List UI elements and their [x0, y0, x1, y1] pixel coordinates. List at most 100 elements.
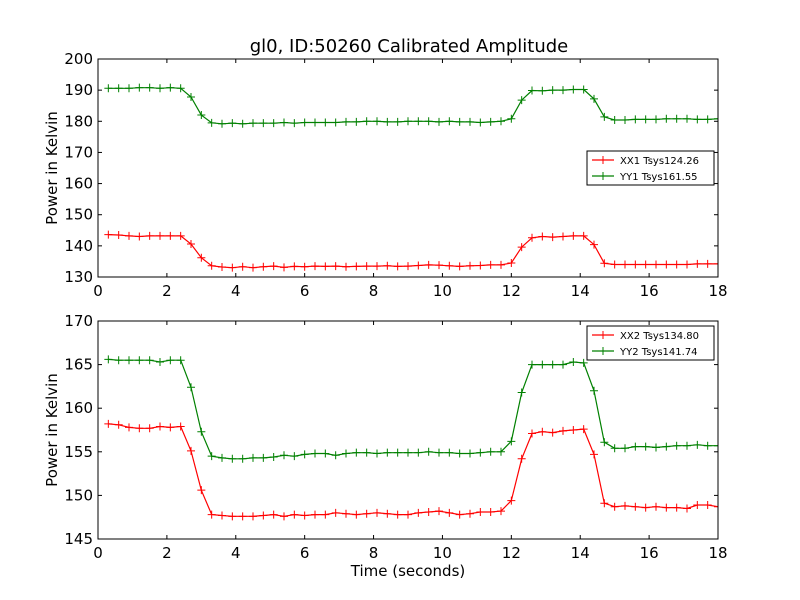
- data-point-marker: [228, 454, 237, 463]
- data-point-marker: [331, 118, 340, 127]
- data-point-marker: [652, 502, 660, 511]
- data-point-marker: [145, 424, 154, 433]
- data-point-marker: [125, 423, 133, 432]
- data-point-marker: [342, 449, 350, 458]
- data-point-marker: [290, 452, 299, 461]
- data-point-marker: [528, 233, 536, 242]
- data-point-marker: [362, 117, 371, 126]
- data-point-marker: [300, 511, 309, 520]
- data-point-marker: [135, 83, 144, 92]
- data-point-marker: [156, 422, 164, 431]
- data-point-marker: [497, 117, 505, 126]
- data-point-marker: [652, 260, 660, 269]
- legend-entry-label: XX2 Tsys134.80: [620, 331, 699, 342]
- data-point-marker: [538, 427, 547, 436]
- series-line-xx2: [108, 423, 718, 517]
- data-point-marker: [238, 454, 247, 463]
- y-tick-label: 160: [64, 175, 93, 193]
- y-tick-label: 150: [64, 486, 93, 504]
- y-tick-label: 170: [64, 143, 93, 161]
- data-point-marker: [176, 356, 185, 365]
- data-point-marker: [672, 114, 681, 123]
- data-point-marker: [424, 507, 433, 516]
- data-point-marker: [352, 510, 361, 519]
- x-tick-label: 12: [502, 544, 521, 562]
- data-point-marker: [414, 117, 423, 126]
- y-tick-label: 145: [64, 530, 93, 548]
- data-point-marker: [507, 496, 516, 505]
- data-point-marker: [166, 356, 175, 365]
- data-point-marker: [424, 117, 433, 126]
- data-point-marker: [300, 118, 309, 127]
- data-point-marker: [610, 444, 619, 453]
- data-point-marker: [259, 119, 268, 128]
- data-point-marker: [445, 117, 454, 126]
- data-point-marker: [610, 260, 619, 269]
- data-point-marker: [404, 262, 412, 271]
- legend-marker: [599, 156, 607, 164]
- plot-area: [104, 83, 718, 272]
- data-point-marker: [280, 263, 288, 272]
- data-point-marker: [300, 262, 309, 271]
- data-point-marker: [683, 260, 691, 269]
- data-point-marker: [125, 231, 133, 240]
- data-point-marker: [714, 441, 718, 450]
- data-point-marker: [197, 253, 206, 262]
- data-point-marker: [362, 448, 371, 457]
- data-point-marker: [579, 425, 588, 434]
- data-point-marker: [631, 502, 640, 511]
- data-point-marker: [714, 259, 718, 268]
- legend-marker: [599, 347, 607, 355]
- data-point-marker: [207, 261, 216, 270]
- data-point-marker: [393, 117, 402, 126]
- data-point-marker: [383, 509, 392, 518]
- x-tick-label: 4: [231, 544, 241, 562]
- data-point-marker: [548, 360, 557, 369]
- data-point-marker: [166, 231, 175, 240]
- data-point-marker: [166, 83, 175, 92]
- data-point-marker: [466, 117, 474, 126]
- data-point-marker: [435, 448, 443, 457]
- data-point-marker: [590, 386, 598, 395]
- data-point-marker: [187, 239, 195, 248]
- data-point-marker: [466, 509, 474, 518]
- x-tick-label: 4: [231, 282, 241, 300]
- data-point-marker: [641, 260, 650, 269]
- x-axis-label: Time (seconds): [350, 562, 466, 580]
- data-point-marker: [373, 449, 381, 458]
- data-point-marker: [590, 450, 598, 459]
- x-tick-label: 14: [571, 282, 590, 300]
- data-point-marker: [238, 262, 247, 271]
- data-point-marker: [331, 451, 340, 460]
- data-point-marker: [569, 426, 578, 434]
- y-tick-label: 190: [64, 81, 93, 99]
- x-tick-label: 16: [640, 282, 659, 300]
- data-point-marker: [176, 231, 185, 240]
- data-point-marker: [424, 260, 433, 269]
- data-point-marker: [218, 263, 226, 272]
- data-point-marker: [672, 260, 681, 269]
- data-point-marker: [714, 114, 718, 123]
- data-point-marker: [600, 259, 609, 268]
- data-point-marker: [610, 502, 619, 511]
- data-point-marker: [621, 501, 629, 510]
- series-line-xx1: [108, 234, 718, 269]
- data-point-marker: [187, 446, 195, 455]
- data-point-marker: [559, 360, 567, 369]
- x-tick-label: 6: [300, 544, 310, 562]
- data-point-marker: [321, 118, 330, 127]
- data-point-marker: [311, 262, 319, 271]
- data-point-marker: [703, 500, 712, 509]
- data-point-marker: [538, 232, 547, 241]
- data-point-marker: [156, 84, 164, 93]
- data-point-marker: [455, 117, 464, 126]
- data-point-marker: [176, 422, 185, 431]
- x-tick-label: 8: [369, 544, 379, 562]
- data-point-marker: [517, 243, 526, 252]
- data-point-marker: [693, 500, 702, 509]
- x-tick-label: 14: [571, 544, 590, 562]
- data-point-marker: [569, 357, 578, 366]
- y-tick-label: 130: [64, 268, 93, 286]
- data-point-marker: [311, 118, 319, 127]
- data-point-marker: [569, 85, 578, 94]
